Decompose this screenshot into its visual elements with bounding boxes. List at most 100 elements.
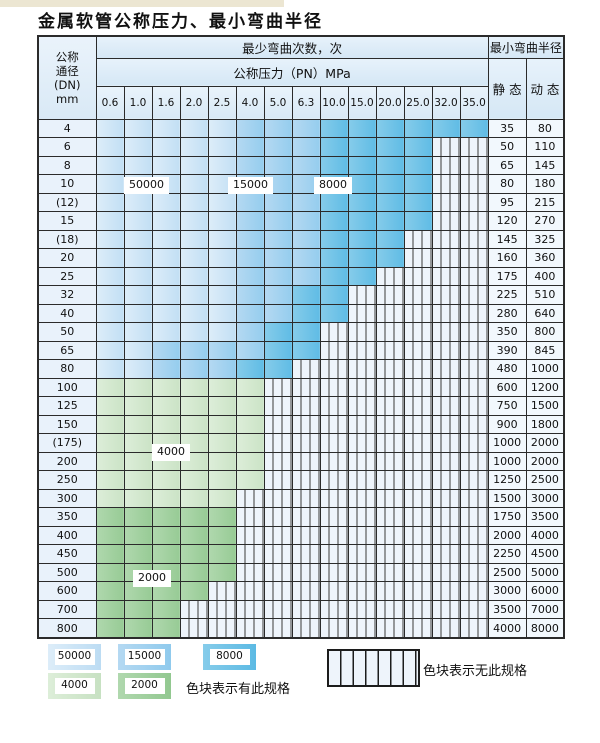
dn-cell: 15	[37, 211, 97, 231]
matrix-cell-unavailable	[375, 359, 405, 379]
matrix-cell-available	[319, 137, 349, 157]
table-row: 300 1500 3000	[37, 488, 565, 508]
matrix-cell-unavailable	[431, 155, 461, 175]
matrix-cell-unavailable	[235, 488, 265, 508]
matrix-cell-available	[179, 377, 209, 397]
pressure-value: 15.0	[347, 85, 377, 120]
matrix-cell-unavailable	[459, 174, 489, 194]
matrix-cell-available	[207, 433, 237, 453]
matrix-cell-available	[179, 340, 209, 360]
matrix-cell-available	[263, 211, 293, 231]
legend-hatch-swatch	[327, 649, 420, 687]
matrix-cell-available	[123, 192, 153, 212]
dn-cell: 700	[37, 599, 97, 619]
dn-header-line: 通径	[55, 63, 79, 78]
pressure-header: 公称压力（PN）MPa	[95, 57, 489, 87]
matrix-cell-unavailable	[319, 451, 349, 471]
matrix-cell-unavailable	[263, 525, 293, 545]
matrix-cell-unavailable	[459, 248, 489, 268]
static-value-cell: 95	[487, 192, 527, 212]
static-value-cell: 600	[487, 377, 527, 397]
matrix-cell-available	[263, 266, 293, 286]
matrix-cell-unavailable	[459, 562, 489, 582]
matrix-cell-available	[347, 229, 377, 249]
matrix-cell-available	[291, 211, 321, 231]
matrix-cell-unavailable	[459, 340, 489, 360]
matrix-cell-unavailable	[431, 137, 461, 157]
matrix-cell-available	[235, 396, 265, 416]
matrix-cell-available	[95, 229, 125, 249]
matrix-cell-available	[179, 507, 209, 527]
matrix-cell-unavailable	[347, 581, 377, 601]
matrix-cell-available	[95, 377, 125, 397]
matrix-cell-unavailable	[403, 229, 433, 249]
matrix-cell-available	[95, 581, 125, 601]
matrix-cell-unavailable	[403, 248, 433, 268]
matrix-cell-available	[151, 322, 181, 342]
pressure-value: 1.0	[123, 85, 153, 120]
matrix-cell-available	[207, 414, 237, 434]
matrix-cell-available	[179, 211, 209, 231]
matrix-cell-unavailable	[263, 544, 293, 564]
table-row: 150 900 1800	[37, 414, 565, 434]
matrix-cell-unavailable	[235, 525, 265, 545]
table-row: 4 35 80	[37, 118, 565, 138]
matrix-cell-available	[403, 118, 433, 138]
matrix-cell-unavailable	[403, 285, 433, 305]
table-row: (175) 1000 2000	[37, 433, 565, 453]
matrix-cell-available	[123, 451, 153, 471]
matrix-cell-available	[207, 359, 237, 379]
matrix-cell-unavailable	[431, 359, 461, 379]
dynamic-header: 动 态	[525, 57, 565, 120]
dn-cell: (12)	[37, 192, 97, 212]
matrix-cell-unavailable	[431, 414, 461, 434]
matrix-cell-unavailable	[347, 340, 377, 360]
matrix-cell-unavailable	[263, 433, 293, 453]
matrix-cell-available	[375, 229, 405, 249]
matrix-cell-unavailable	[347, 470, 377, 490]
matrix-cell-available	[291, 303, 321, 323]
table-row: 100 600 1200	[37, 377, 565, 397]
matrix-cell-available	[319, 303, 349, 323]
matrix-cell-available	[95, 303, 125, 323]
matrix-cell-available	[95, 562, 125, 582]
matrix-cell-available	[123, 266, 153, 286]
matrix-cell-available	[151, 137, 181, 157]
pressure-value: 4.0	[235, 85, 265, 120]
dynamic-value-cell: 1200	[525, 377, 565, 397]
matrix-cell-unavailable	[431, 174, 461, 194]
table-row: 65 390 845	[37, 340, 565, 360]
matrix-cell-unavailable	[207, 618, 237, 639]
dn-cell: 10	[37, 174, 97, 194]
matrix-cell-unavailable	[403, 618, 433, 639]
matrix-cell-available	[375, 211, 405, 231]
matrix-cell-available	[263, 137, 293, 157]
dynamic-value-cell: 6000	[525, 581, 565, 601]
matrix-cell-available	[151, 544, 181, 564]
static-value-cell: 900	[487, 414, 527, 434]
matrix-cell-available	[123, 285, 153, 305]
pressure-value: 10.0	[319, 85, 349, 120]
matrix-cell-unavailable	[431, 581, 461, 601]
static-value-cell: 350	[487, 322, 527, 342]
legend-unavailable-note: 色块表示无此规格	[423, 664, 528, 679]
matrix-cell-unavailable	[319, 618, 349, 639]
matrix-cell-unavailable	[263, 507, 293, 527]
dn-cell: 450	[37, 544, 97, 564]
matrix-cell-available	[151, 266, 181, 286]
dn-cell: 50	[37, 322, 97, 342]
matrix-cell-available	[207, 562, 237, 582]
matrix-cell-available	[375, 118, 405, 138]
matrix-cell-available	[235, 340, 265, 360]
pressure-value: 5.0	[263, 85, 293, 120]
matrix-cell-available	[179, 118, 209, 138]
matrix-cell-available	[151, 192, 181, 212]
matrix-cell-available	[263, 340, 293, 360]
matrix-cell-available	[291, 266, 321, 286]
matrix-cell-unavailable	[375, 618, 405, 639]
matrix-cell-unavailable	[459, 470, 489, 490]
matrix-cell-available	[95, 525, 125, 545]
dynamic-value-cell: 215	[525, 192, 565, 212]
legend-swatch: 15000	[118, 644, 171, 670]
matrix-cell-available	[319, 192, 349, 212]
